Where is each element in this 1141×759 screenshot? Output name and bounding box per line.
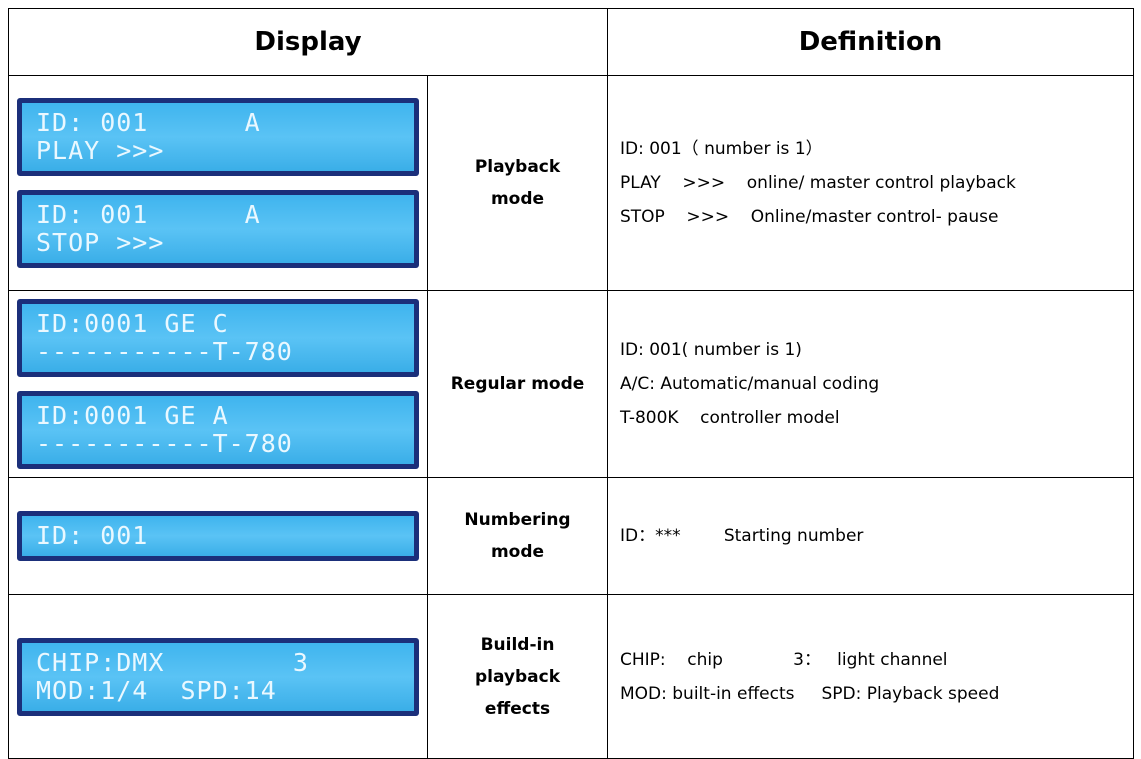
definition-line: T-800K controller model <box>620 408 840 428</box>
header-cell: Display <box>8 8 608 76</box>
lcd-line: CHIP:DMX 3 <box>36 647 309 677</box>
definition-cell: CHIP: chip 3： light channel MOD: built-in… <box>607 594 1134 759</box>
lcd-screen: ID: 001 A STOP >>> <box>17 190 419 268</box>
table-row: ID: 001 A PLAY >>> ID: 001 A STOP >>> Playba… <box>8 75 1134 291</box>
lcd-line: -----------T-780 <box>36 337 293 366</box>
screens: ID: 001 A PLAY >>> ID: 001 A STOP >>> <box>17 98 419 268</box>
definition-line: ID: 001( number is 1) <box>620 340 802 360</box>
table-row: ID: 001 Numbering mode ID：*** Starting num… <box>8 477 1134 595</box>
lcd-line: -----------T-780 <box>36 429 293 458</box>
display-cell: ID:0001 GE C -----------T-780 ID:0001 GE A… <box>8 290 428 478</box>
lcd-line: ID:0001 GE A <box>36 401 229 430</box>
mode-label: Regular mode <box>427 290 608 478</box>
mode-table: Display Definition ID: 001 A PLAY >>> ID: … <box>8 8 1134 759</box>
definition-cell: ID: 001（ number is 1） PLAY >>> online/ ma… <box>607 75 1134 291</box>
lcd-screen: ID: 001 <box>17 511 419 561</box>
display-cell: ID: 001 <box>8 477 428 595</box>
definition-line: A/C: Automatic/manual coding <box>620 374 880 394</box>
display-cell: ID: 001 A PLAY >>> ID: 001 A STOP >>> <box>8 75 428 291</box>
lcd-screen: ID: 001 A PLAY >>> <box>17 98 419 176</box>
screens: ID:0001 GE C -----------T-780 ID:0001 GE A… <box>17 299 419 469</box>
lcd-screen: ID:0001 GE C -----------T-780 <box>17 299 419 377</box>
lcd-line: MOD:1/4 SPD:14 <box>36 675 277 705</box>
screens: ID: 001 <box>17 511 419 561</box>
header-row: Display Definition <box>8 8 1134 76</box>
definition-line: MOD: built-in effects SPD: Playback spee… <box>620 683 1000 704</box>
definition-line: PLAY >>> online/ master control playback <box>620 173 1016 193</box>
lcd-line: STOP >>> <box>36 228 165 257</box>
screens: CHIP:DMX 3 MOD:1/4 SPD:14 <box>17 637 419 716</box>
definition-cell: ID：*** Starting number <box>607 477 1134 595</box>
table-row: CHIP:DMX 3 MOD:1/4 SPD:14 Build-in playbac… <box>8 594 1134 759</box>
definition-cell: ID: 001( number is 1) A/C: Automatic/manu… <box>607 290 1134 478</box>
lcd-screen: ID:0001 GE A -----------T-780 <box>17 391 419 469</box>
table-row: ID:0001 GE C -----------T-780 ID:0001 GE A… <box>8 290 1134 478</box>
header-cell: Definition <box>607 8 1134 76</box>
table-body: ID: 001 A PLAY >>> ID: 001 A STOP >>> Playba… <box>8 75 1134 759</box>
lcd-line: ID: 001 <box>36 521 149 550</box>
definition-line: ID: 001（ number is 1） <box>620 139 823 159</box>
definition-line: CHIP: chip 3： light channel <box>620 649 948 670</box>
mode-label: Build-in playback effects <box>427 594 608 759</box>
mode-label: Playback mode <box>427 75 608 291</box>
lcd-line: ID:0001 GE C <box>36 309 229 338</box>
definition-line: STOP >>> Online/master control- pause <box>620 207 999 227</box>
lcd-line: PLAY >>> <box>36 136 165 165</box>
lcd-line: ID: 001 A <box>36 200 261 229</box>
lcd-line: ID: 001 A <box>36 108 261 137</box>
display-cell: CHIP:DMX 3 MOD:1/4 SPD:14 <box>8 594 428 759</box>
definition-line: ID：*** Starting number <box>620 526 864 546</box>
lcd-screen: CHIP:DMX 3 MOD:1/4 SPD:14 <box>17 637 419 716</box>
mode-label: Numbering mode <box>427 477 608 595</box>
